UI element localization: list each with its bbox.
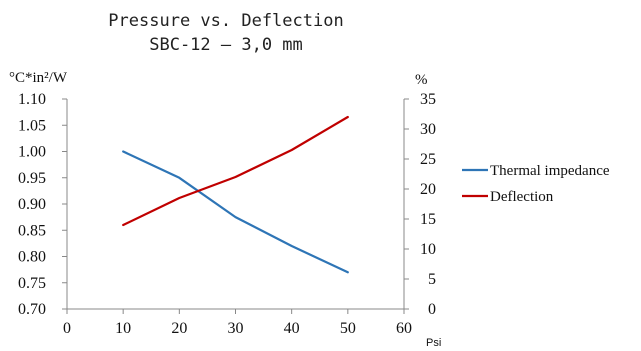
x-tick-label: 10 bbox=[115, 320, 131, 337]
y-left-tick-label: 0.80 bbox=[18, 249, 46, 266]
y-right-tick-label: 35 bbox=[420, 91, 436, 108]
y-right-tick-label: 20 bbox=[420, 181, 436, 198]
x-tick-label: 50 bbox=[340, 320, 356, 337]
y-left-tick-label: 0.85 bbox=[18, 222, 46, 239]
y-right-tick-label: 5 bbox=[428, 271, 436, 288]
y-left-tick-label: 0.95 bbox=[18, 170, 46, 187]
series-lines bbox=[122, 115, 349, 274]
x-tick-label: 30 bbox=[228, 320, 244, 337]
chart-subtitle: SBC-12 – 3,0 mm bbox=[149, 35, 303, 55]
y-left-tick-label: 0.70 bbox=[18, 301, 46, 318]
legend: Thermal impedance Deflection bbox=[462, 163, 610, 205]
y-left-tick-label: 1.05 bbox=[18, 117, 46, 134]
y-right-tick-label: 30 bbox=[420, 121, 436, 138]
series-line-deflection bbox=[122, 115, 349, 227]
y-right-tick-label: 10 bbox=[420, 241, 436, 258]
y-right-tick-label: 15 bbox=[420, 211, 436, 228]
series-line-thermal-impedance bbox=[122, 150, 349, 274]
y-left-axis-label: °C*in²/W bbox=[9, 70, 68, 86]
legend-label-thermal-impedance: Thermal impedance bbox=[490, 163, 610, 179]
y-left-tick-label: 1.10 bbox=[18, 91, 46, 108]
y-left-tick-label: 0.90 bbox=[18, 196, 46, 213]
legend-label-deflection: Deflection bbox=[490, 189, 554, 205]
y-left-tick-label: 0.75 bbox=[18, 275, 46, 292]
y-right-tick-label: 25 bbox=[420, 151, 436, 168]
x-axis-label: Psi bbox=[426, 337, 441, 349]
tick-labels: 0.70 0.75 0.80 0.85 0.90 0.95 1.00 1.05 1.10 0 5 10… bbox=[18, 91, 436, 337]
x-tick-label: 40 bbox=[284, 320, 300, 337]
x-tick-label: 60 bbox=[396, 320, 412, 337]
x-tick-label: 20 bbox=[171, 320, 187, 337]
x-tick-label: 0 bbox=[63, 320, 71, 337]
chart-title: Pressure vs. Deflection bbox=[108, 11, 343, 31]
y-right-axis-label: % bbox=[415, 72, 428, 88]
y-left-tick-label: 1.00 bbox=[18, 144, 46, 161]
y-right-tick-label: 0 bbox=[428, 301, 436, 318]
axes bbox=[62, 98, 409, 314]
